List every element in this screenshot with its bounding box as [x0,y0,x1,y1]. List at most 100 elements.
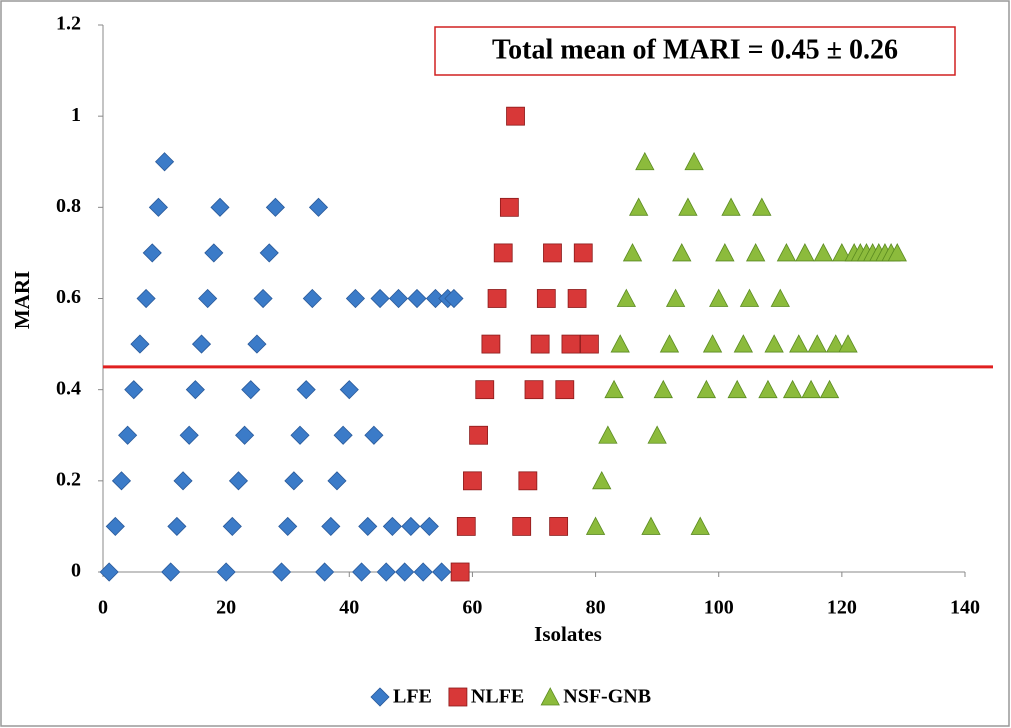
point [395,562,415,582]
y-tick-label: 0.8 [56,195,81,217]
point [789,334,809,353]
point [118,425,138,445]
x-tick-label: 60 [462,597,482,619]
annotation-box [434,26,956,76]
point [764,334,784,353]
point [284,471,304,491]
point [136,288,156,309]
point [228,471,249,491]
legend-marker [540,687,560,706]
point [333,425,353,445]
point [105,516,125,536]
x-tick-label: 40 [339,597,359,619]
point [253,288,273,309]
point [487,289,507,308]
point [364,425,384,445]
point [555,380,575,400]
point [130,334,150,354]
point [401,516,421,536]
point [278,516,298,536]
y-tick-label: 0.2 [56,468,81,490]
point [352,562,372,582]
point [745,243,766,262]
point [259,243,279,263]
point [321,516,341,536]
point [770,288,790,307]
point [493,243,513,263]
point [629,197,649,216]
point [382,516,402,536]
point [512,517,532,536]
x-tick-label: 20 [216,597,236,619]
point [776,243,797,262]
legend-marker [448,687,468,707]
legend-label: NSF-GNB [563,686,651,708]
point [167,516,187,536]
point [191,334,212,354]
point [598,425,618,444]
point [819,379,840,399]
y-tick-label: 1.2 [56,13,81,35]
point [235,425,255,445]
point [752,197,772,216]
point [709,288,729,307]
annotation: Total mean of MARI = 0.45 ± 0.26 [492,34,898,65]
point [832,243,852,262]
x-tick-label: 100 [704,597,734,619]
point [450,562,470,582]
y-tick-label: 0.4 [56,377,81,399]
point [702,334,723,353]
point [782,379,803,399]
point [265,197,285,217]
point [302,288,322,309]
point [475,380,495,400]
point [690,516,710,535]
point [659,334,680,353]
point [696,379,717,399]
point [481,334,501,354]
point [518,471,538,491]
point [715,243,735,262]
point [887,243,907,262]
point [733,334,754,353]
point [592,470,612,490]
point [647,425,667,444]
point [573,243,593,263]
point [826,334,846,353]
point [801,379,821,399]
legend-label: NLFE [471,686,524,708]
point [179,425,199,445]
point [616,288,637,307]
y-tick-label: 0 [71,560,81,582]
x-tick-label: 120 [827,597,857,619]
point [739,288,760,307]
point [580,334,599,354]
point [290,425,310,445]
point [807,334,827,353]
point [148,197,168,217]
point [210,197,230,217]
point [161,562,181,582]
point [463,471,482,491]
point [727,379,747,399]
point [530,334,550,354]
point [758,379,778,399]
point [604,379,624,399]
point [506,106,525,126]
point [567,289,587,308]
point [653,379,673,399]
point [296,380,316,400]
point [204,243,224,263]
point [216,562,236,582]
point [308,197,329,217]
point [155,152,175,172]
point [499,197,519,217]
point [142,243,162,263]
point [339,380,359,400]
point [536,289,556,308]
point [543,243,562,263]
point [376,562,396,582]
